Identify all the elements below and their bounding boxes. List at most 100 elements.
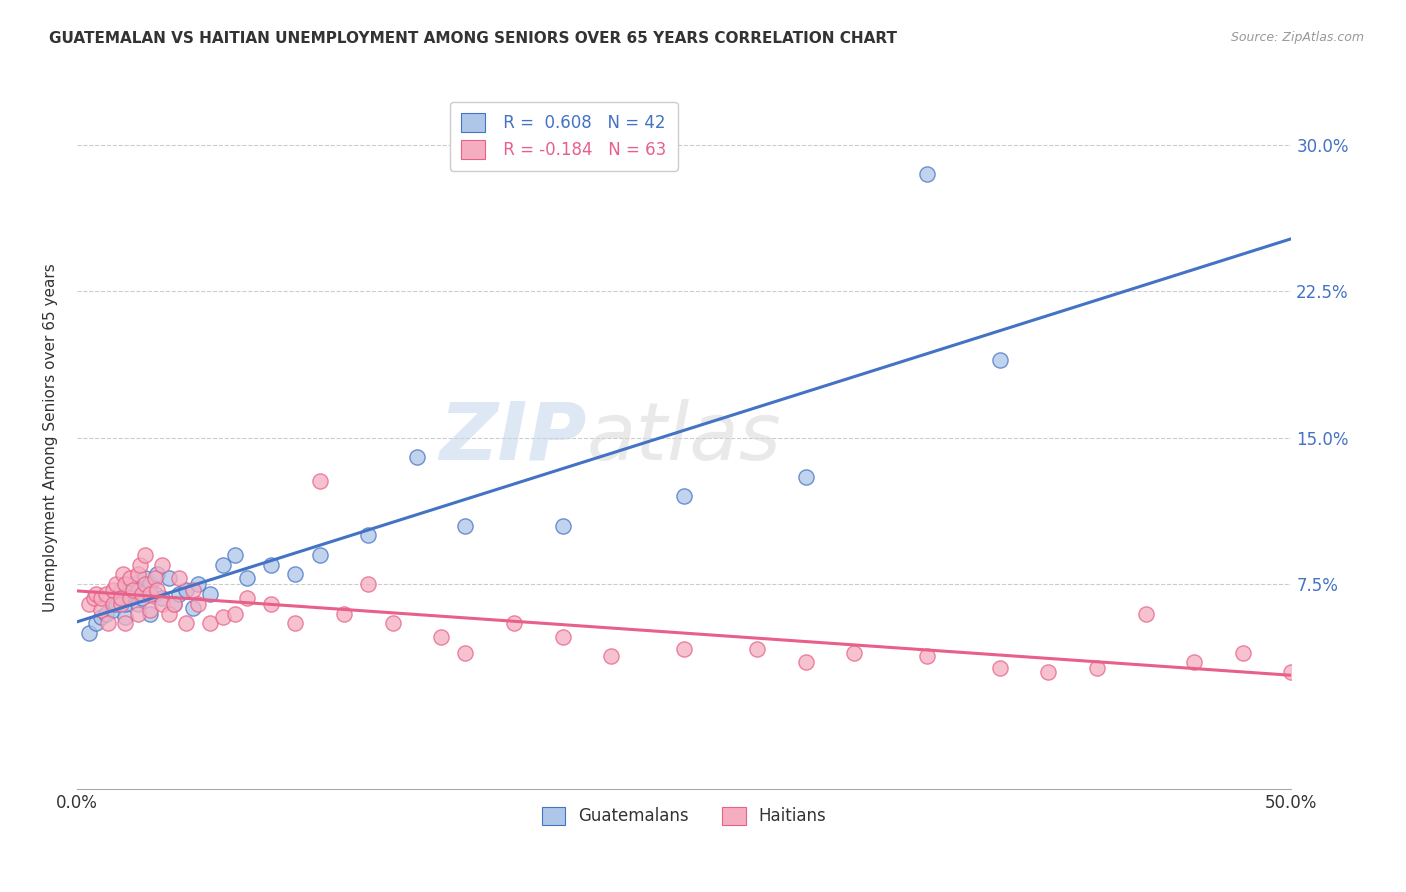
Point <box>174 616 197 631</box>
Point <box>114 577 136 591</box>
Point <box>236 591 259 605</box>
Point <box>120 571 142 585</box>
Point <box>127 607 149 621</box>
Point <box>134 571 156 585</box>
Point <box>138 607 160 621</box>
Point <box>187 597 209 611</box>
Point <box>77 597 100 611</box>
Point <box>211 558 233 572</box>
Point <box>260 558 283 572</box>
Point <box>503 616 526 631</box>
Point <box>157 607 180 621</box>
Point <box>84 587 107 601</box>
Point <box>83 591 105 605</box>
Point <box>745 641 768 656</box>
Point <box>915 649 938 664</box>
Point <box>129 558 152 572</box>
Point <box>94 607 117 621</box>
Point <box>150 591 173 605</box>
Text: atlas: atlas <box>586 399 782 477</box>
Point <box>381 616 404 631</box>
Point <box>357 528 380 542</box>
Point <box>114 610 136 624</box>
Point <box>308 474 330 488</box>
Point <box>167 587 190 601</box>
Text: GUATEMALAN VS HAITIAN UNEMPLOYMENT AMONG SENIORS OVER 65 YEARS CORRELATION CHART: GUATEMALAN VS HAITIAN UNEMPLOYMENT AMONG… <box>49 31 897 46</box>
Point <box>114 597 136 611</box>
Point <box>90 591 112 605</box>
Point <box>143 587 166 601</box>
Point <box>110 591 132 605</box>
Point <box>794 470 817 484</box>
Point <box>915 167 938 181</box>
Point <box>120 587 142 601</box>
Point <box>127 597 149 611</box>
Point <box>551 518 574 533</box>
Point <box>183 600 205 615</box>
Point <box>211 610 233 624</box>
Point <box>1279 665 1302 679</box>
Point <box>794 656 817 670</box>
Point <box>673 489 696 503</box>
Point <box>138 602 160 616</box>
Point <box>134 577 156 591</box>
Point <box>333 607 356 621</box>
Point <box>551 630 574 644</box>
Point <box>134 548 156 562</box>
Point <box>284 616 307 631</box>
Point <box>163 597 186 611</box>
Point <box>90 602 112 616</box>
Point <box>121 577 143 591</box>
Point <box>236 571 259 585</box>
Point <box>114 616 136 631</box>
Point <box>120 591 142 605</box>
Point <box>94 587 117 601</box>
Point <box>138 577 160 591</box>
Point <box>224 548 246 562</box>
Point <box>84 616 107 631</box>
Point <box>430 630 453 644</box>
Point <box>308 548 330 562</box>
Point <box>157 571 180 585</box>
Point <box>174 583 197 598</box>
Point <box>163 597 186 611</box>
Point <box>454 518 477 533</box>
Point <box>224 607 246 621</box>
Point <box>357 577 380 591</box>
Point <box>146 567 169 582</box>
Point <box>1038 665 1060 679</box>
Y-axis label: Unemployment Among Seniors over 65 years: Unemployment Among Seniors over 65 years <box>44 263 58 612</box>
Point <box>104 577 127 591</box>
Point <box>260 597 283 611</box>
Point <box>131 587 153 601</box>
Text: Source: ZipAtlas.com: Source: ZipAtlas.com <box>1230 31 1364 45</box>
Point <box>406 450 429 465</box>
Point <box>842 646 865 660</box>
Point <box>673 641 696 656</box>
Point <box>167 571 190 585</box>
Point <box>600 649 623 664</box>
Point <box>150 597 173 611</box>
Point <box>1232 646 1254 660</box>
Point <box>104 597 127 611</box>
Point <box>1135 607 1157 621</box>
Point <box>284 567 307 582</box>
Point <box>454 646 477 660</box>
Point <box>103 583 125 598</box>
Point <box>127 567 149 582</box>
Point <box>1085 661 1108 675</box>
Point <box>110 597 132 611</box>
Point <box>110 583 132 598</box>
Point <box>110 591 132 605</box>
Legend: Guatemalans, Haitians: Guatemalans, Haitians <box>533 798 835 834</box>
Point <box>150 558 173 572</box>
Point <box>103 602 125 616</box>
Point <box>90 610 112 624</box>
Point <box>200 587 222 601</box>
Text: ZIP: ZIP <box>440 399 586 477</box>
Point <box>138 587 160 601</box>
Point <box>146 583 169 598</box>
Point <box>1182 656 1205 670</box>
Point <box>77 626 100 640</box>
Point <box>103 597 125 611</box>
